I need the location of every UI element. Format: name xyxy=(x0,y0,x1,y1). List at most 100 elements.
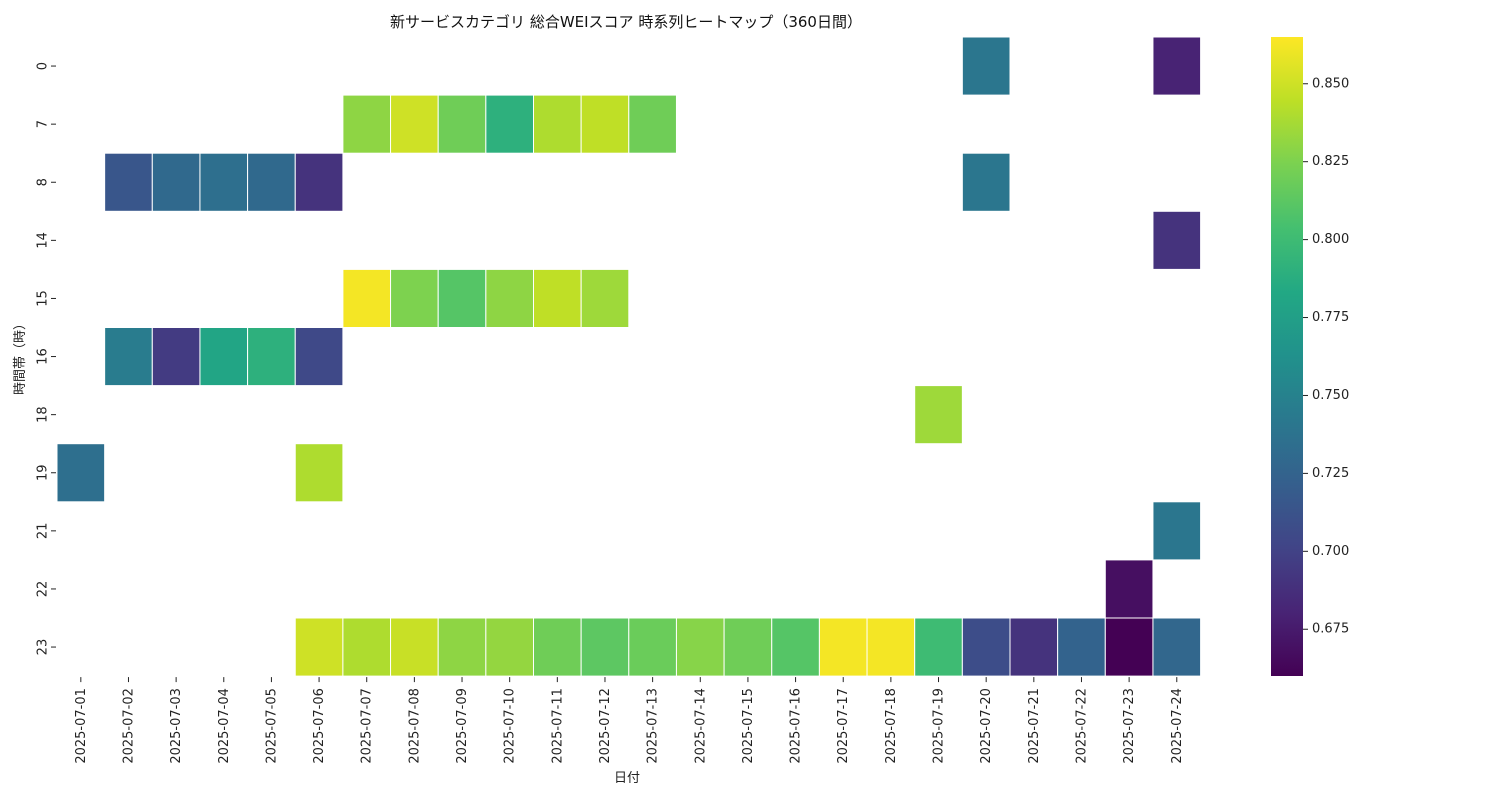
heatmap-cell xyxy=(914,385,963,445)
heatmap-cell xyxy=(961,152,1011,212)
heatmap-cell xyxy=(390,94,439,154)
x-tick-label: 2025-07-11 xyxy=(550,688,565,764)
heatmap-cell xyxy=(485,617,535,677)
chart-title: 新サービスカテゴリ 総合WEIスコア 時系列ヒートマップ（360日間） xyxy=(390,13,862,31)
y-axis-label: 時間帯（時） xyxy=(13,317,28,395)
heatmap-cell xyxy=(437,94,487,154)
heatmap-cell xyxy=(342,617,392,677)
heatmap-cell xyxy=(151,327,201,387)
y-tick-label: 22 xyxy=(36,581,51,598)
heatmap-cell xyxy=(1104,617,1154,677)
colorbar-tick-label: 0.850 xyxy=(1312,76,1349,91)
heatmap-cells xyxy=(56,36,1202,677)
colorbar-tick-label: 0.800 xyxy=(1312,232,1349,247)
heatmap-cell xyxy=(723,617,773,677)
x-tick-label: 2025-07-05 xyxy=(264,688,279,764)
colorbar-tick-label: 0.750 xyxy=(1312,388,1349,403)
heatmap-cell xyxy=(437,268,487,328)
x-tick-label: 2025-07-06 xyxy=(312,688,327,764)
heatmap-cell xyxy=(294,327,344,387)
x-tick-label: 2025-07-14 xyxy=(693,688,708,764)
x-tick-label: 2025-07-02 xyxy=(121,688,136,764)
heatmap-cell xyxy=(199,152,249,212)
x-tick-label: 2025-07-13 xyxy=(646,688,661,764)
colorbar-tick-label: 0.725 xyxy=(1312,466,1349,481)
x-tick-label: 2025-07-08 xyxy=(407,688,422,764)
colorbar-tick-label: 0.675 xyxy=(1312,622,1349,637)
y-tick-label: 15 xyxy=(36,290,51,307)
x-tick-label: 2025-07-03 xyxy=(169,688,184,764)
heatmap-cell xyxy=(914,617,963,677)
x-tick-label: 2025-07-22 xyxy=(1074,688,1089,764)
x-tick-label: 2025-07-07 xyxy=(360,688,375,764)
x-tick-label: 2025-07-18 xyxy=(884,688,899,764)
heatmap-cell xyxy=(580,94,630,154)
x-tick-label: 2025-07-12 xyxy=(598,688,613,764)
x-tick-label: 2025-07-01 xyxy=(74,688,89,764)
heatmap-cell xyxy=(1009,617,1059,677)
x-tick-label: 2025-07-15 xyxy=(741,688,756,764)
colorbar-tick-label: 0.825 xyxy=(1312,154,1349,169)
heatmap-cell xyxy=(1057,617,1106,677)
heatmap-cell xyxy=(580,268,630,328)
heatmap-cell xyxy=(628,94,677,154)
heatmap-cell xyxy=(247,152,296,212)
y-tick-label: 8 xyxy=(36,178,51,186)
heatmap-cell xyxy=(294,443,344,503)
x-tick-label: 2025-07-20 xyxy=(979,688,994,764)
heatmap-cell xyxy=(151,152,201,212)
heatmap-cell xyxy=(1152,36,1202,96)
y-tick-label: 21 xyxy=(36,523,51,540)
heatmap-cell xyxy=(437,617,487,677)
heatmap-cell xyxy=(961,617,1011,677)
y-tick-label: 7 xyxy=(36,120,51,128)
x-tick-label: 2025-07-23 xyxy=(1122,688,1137,764)
x-tick-label: 2025-07-21 xyxy=(1027,688,1042,764)
colorbar-tick-label: 0.775 xyxy=(1312,310,1349,325)
colorbar-tick-label: 0.700 xyxy=(1312,544,1349,559)
heatmap-cell xyxy=(580,617,630,677)
heatmap-cell xyxy=(485,94,535,154)
x-tick-label: 2025-07-04 xyxy=(217,688,232,764)
heatmap-cell xyxy=(771,617,820,677)
heatmap-cell xyxy=(390,617,439,677)
y-tick-label: 18 xyxy=(36,406,51,423)
x-tick-label: 2025-07-17 xyxy=(836,688,851,764)
x-tick-label: 2025-07-10 xyxy=(503,688,518,764)
y-tick-label: 19 xyxy=(36,464,51,481)
heatmap-cell xyxy=(866,617,916,677)
heatmap-cell xyxy=(533,617,582,677)
y-axis: 0 7 8 14 15 16 18 19 21 22 23 xyxy=(36,62,56,656)
x-axis-label: 日付 xyxy=(614,771,640,786)
y-tick-label: 0 xyxy=(36,62,51,70)
heatmap-cell xyxy=(56,443,106,503)
heatmap-cell xyxy=(294,617,344,677)
heatmap-cell xyxy=(961,36,1011,96)
heatmap-cell xyxy=(342,268,392,328)
x-tick-label: 2025-07-24 xyxy=(1170,688,1185,764)
x-tick-label: 2025-07-19 xyxy=(932,688,947,764)
y-tick-label: 23 xyxy=(36,639,51,656)
x-tick-label: 2025-07-09 xyxy=(455,688,470,764)
x-axis: 2025-07-01 2025-07-02 2025-07-03 2025-07-04… xyxy=(74,677,1185,764)
heatmap-cell xyxy=(533,268,582,328)
heatmap-cell xyxy=(104,327,153,387)
y-tick-label: 14 xyxy=(36,232,51,249)
colorbar-ticks: 0.675 0.700 0.725 0.750 0.775 0.800 0.825 0.850 xyxy=(1303,76,1349,637)
heatmap-cell xyxy=(628,617,677,677)
heatmap-cell xyxy=(485,268,535,328)
heatmap-cell xyxy=(1104,559,1154,619)
heatmap-cell xyxy=(1152,501,1202,561)
heatmap-cell xyxy=(104,152,153,212)
heatmap-cell xyxy=(533,94,582,154)
heatmap-cell xyxy=(1152,210,1202,270)
heatmap-cell xyxy=(294,152,344,212)
heatmap-cell xyxy=(390,268,439,328)
y-tick-label: 16 xyxy=(36,348,51,365)
heatmap-cell xyxy=(199,327,249,387)
heatmap-cell xyxy=(247,327,296,387)
heatmap-cell xyxy=(675,617,725,677)
heatmap-cell xyxy=(1152,617,1202,677)
colorbar xyxy=(1271,37,1303,676)
